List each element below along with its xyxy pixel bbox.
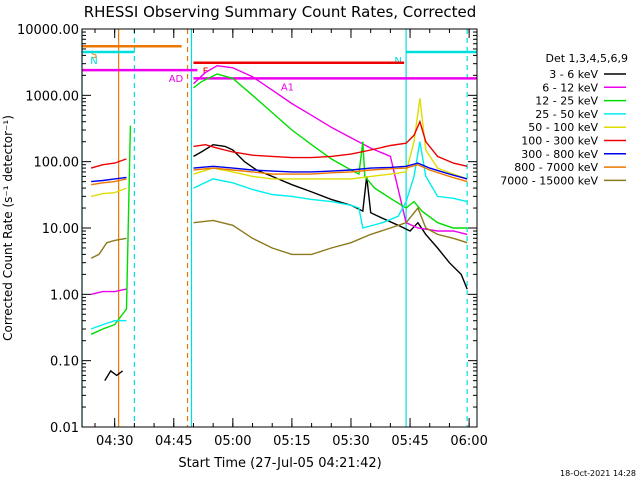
series-line xyxy=(193,64,468,236)
series-line xyxy=(90,288,127,295)
x-tick-label: 05:30 xyxy=(332,434,369,449)
legend-entry-label: 50 - 100 keV xyxy=(528,121,598,134)
y-tick-label: 10.00 xyxy=(42,222,79,237)
legend-entry-label: 6 - 12 keV xyxy=(542,81,598,94)
series-line xyxy=(193,143,468,290)
legend-entry-label: 7000 - 15000 keV xyxy=(500,174,598,187)
y-axis-label: Corrected Count Rate (s⁻¹ detector⁻¹) xyxy=(1,115,15,341)
x-tick-label: 05:45 xyxy=(391,434,428,449)
series-line xyxy=(104,369,124,381)
x-tick-label: 05:15 xyxy=(273,434,310,449)
legend-entry-label: 3 - 6 keV xyxy=(549,68,598,81)
y-tick-label: 0.01 xyxy=(50,421,79,436)
series-line xyxy=(193,98,468,180)
segment-label: A1 xyxy=(281,82,294,93)
segment-label: AD xyxy=(169,74,184,85)
y-tick-label: 0.10 xyxy=(50,355,79,370)
y-axis: 0.01 0.10 1.00 10.00 100.00 1000.00 10000.00 xyxy=(17,23,477,436)
series-line xyxy=(193,206,468,256)
footer-date: 18-Oct-2021 14:28 xyxy=(560,469,636,478)
attenuator-segments: SNNFADA1 xyxy=(82,44,477,93)
legend-entry-label: 100 - 300 keV xyxy=(521,135,598,148)
series-line xyxy=(193,73,468,229)
series-line xyxy=(90,125,132,335)
series-line xyxy=(90,187,127,198)
x-tick-label: 04:30 xyxy=(96,434,133,449)
x-axis-label: Start Time (27-Jul-05 04:21:42) xyxy=(178,456,381,471)
x-tick-label: 04:45 xyxy=(155,434,192,449)
series-line xyxy=(193,163,468,183)
series-line xyxy=(90,320,127,330)
y-tick-label: 1.00 xyxy=(50,288,79,303)
series-line xyxy=(90,158,127,169)
x-tick-label: 06:00 xyxy=(450,434,487,449)
legend-entry-label: 300 - 800 keV xyxy=(521,148,598,161)
legend-entry-label: 12 - 25 keV xyxy=(535,95,598,108)
vertical-markers xyxy=(81,29,468,427)
y-tick-label: 100.00 xyxy=(34,156,80,171)
y-tick-label: 1000.00 xyxy=(25,89,79,104)
x-tick-label: 05:00 xyxy=(214,434,251,449)
series-lines xyxy=(90,64,468,381)
series-line xyxy=(91,176,127,183)
series-line xyxy=(193,119,468,167)
legend-title: Det 1,3,4,5,6,9 xyxy=(545,52,628,65)
series-line xyxy=(90,178,127,186)
series-line xyxy=(193,162,468,180)
x-axis: 04:30 04:45 05:00 05:15 05:30 05:45 06:00 xyxy=(94,29,488,449)
y-tick-label: 10000.00 xyxy=(17,23,79,38)
segment-label: S xyxy=(91,50,97,61)
legend-entry-label: 25 - 50 keV xyxy=(535,108,598,121)
series-line xyxy=(193,141,468,229)
series-line xyxy=(90,237,127,259)
chart-title: RHESSI Observing Summary Count Rates, Co… xyxy=(84,3,477,21)
legend-entry-label: 800 - 7000 keV xyxy=(514,161,598,174)
segment-label: N xyxy=(90,56,97,67)
